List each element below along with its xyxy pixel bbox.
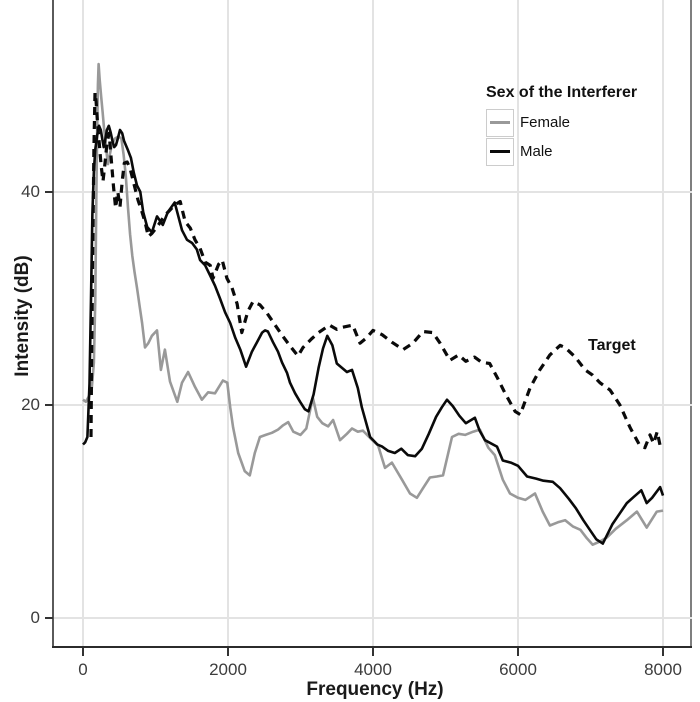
target-series-annotation: Target (588, 337, 636, 354)
gridline-vertical (517, 0, 519, 647)
x-tick-mark (82, 648, 84, 656)
female-line-swatch-icon (490, 121, 510, 124)
x-tick-label: 0 (78, 660, 88, 679)
x-tick-mark (227, 648, 229, 656)
gridline-vertical (227, 0, 229, 647)
x-tick-mark (517, 648, 519, 656)
legend-item-male: Male (486, 137, 637, 166)
legend: Sex of the Interferer Female Male (486, 84, 637, 166)
y-tick-label: 20 (21, 395, 40, 415)
series-line-male (82, 124, 665, 545)
series-line-target (89, 91, 665, 450)
legend-label-female: Female (520, 114, 571, 131)
male-line-swatch-icon (490, 150, 510, 153)
gridline-vertical (662, 0, 664, 647)
y-tick-mark (45, 617, 53, 620)
legend-key-box (486, 108, 514, 137)
legend-title: Sex of the Interferer (486, 84, 638, 101)
y-axis-line (52, 0, 54, 647)
gridline-vertical (372, 0, 374, 647)
legend-key-box (486, 137, 514, 166)
x-tick-label: 2000 (209, 660, 247, 679)
plot-panel: Sex of the Interferer Female Male Target (53, 0, 692, 647)
y-axis-title: Intensity (dB) (12, 255, 33, 377)
y-tick-mark (45, 404, 53, 407)
gridline-horizontal (53, 404, 692, 406)
x-axis-title: Frequency (Hz) (306, 679, 444, 700)
y-tick-label: 40 (21, 181, 40, 201)
gridline-horizontal (53, 191, 692, 193)
y-tick-label: 0 (30, 608, 40, 628)
chart-canvas (82, 62, 665, 547)
gridline-horizontal (53, 617, 692, 619)
x-tick-mark (662, 648, 664, 656)
x-tick-label: 6000 (499, 660, 537, 679)
legend-item-female: Female (486, 108, 637, 137)
y-tick-mark (45, 190, 53, 193)
x-tick-label: 4000 (354, 660, 392, 679)
gridline-vertical (82, 0, 84, 647)
x-tick-mark (372, 648, 374, 656)
x-axis-line (52, 646, 692, 648)
x-tick-label: 8000 (644, 660, 682, 679)
legend-label-male: Male (520, 143, 553, 160)
